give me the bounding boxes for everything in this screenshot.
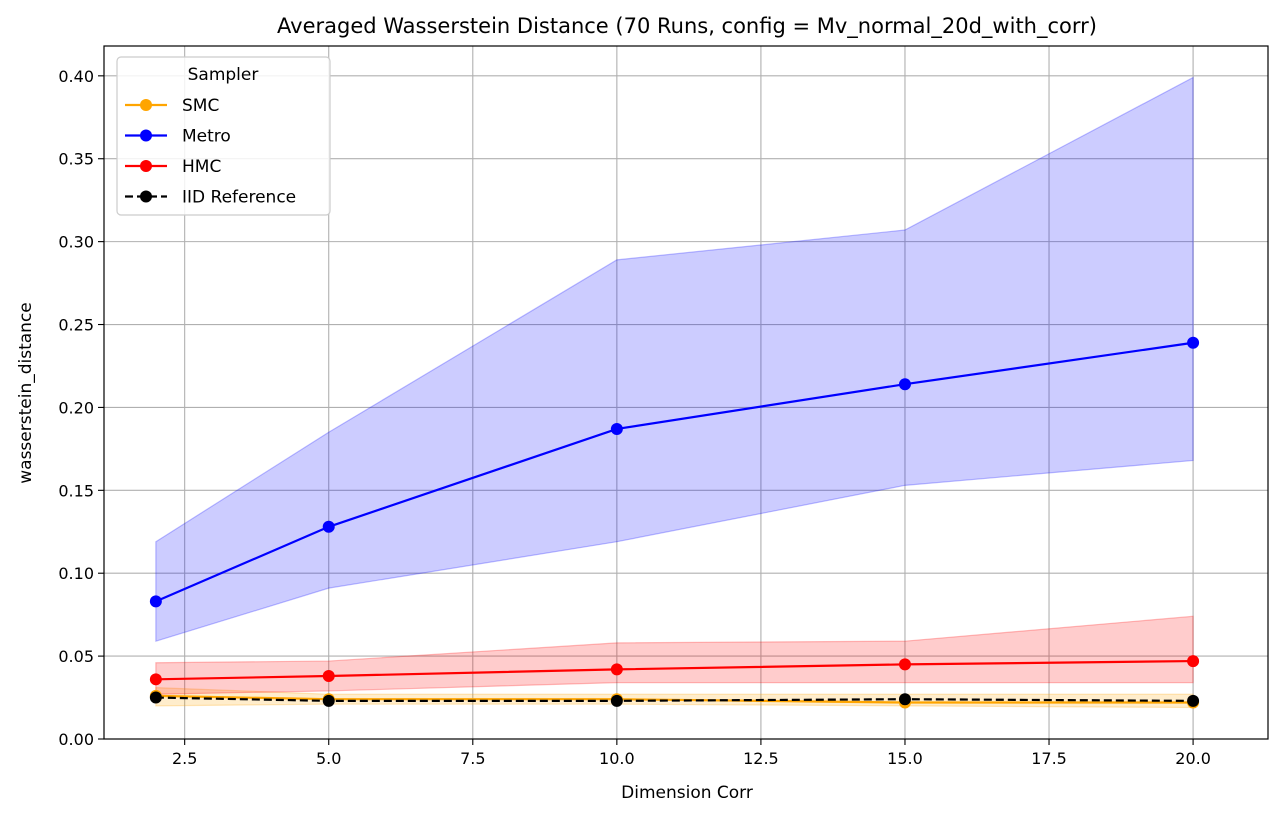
x-tick-label: 15.0 [887,749,923,768]
x-axis-ticks: 2.5 5.0 7.5 10.0 12.5 15.0 17.5 20.0 [172,739,1211,768]
metro-point [898,378,911,391]
x-tick-label: 12.5 [743,749,779,768]
y-tick-label: 0.30 [58,233,94,252]
x-tick-label: 2.5 [172,749,197,768]
y-tick-label: 0.05 [58,647,94,666]
y-tick-label: 0.40 [58,67,94,86]
hmc-legend-label: HMC [182,157,221,177]
y-tick-label: 0.10 [58,564,94,583]
hmc-point [322,670,335,682]
iid-reference-point [1187,694,1200,707]
x-tick-label: 10.0 [599,749,635,768]
iid-reference-point [610,694,623,707]
metro-legend-label: Metro [182,127,231,147]
y-axis-label: wasserstein_distance [16,302,36,484]
metro-point [322,520,335,533]
y-axis-ticks: 0.00 0.05 0.10 0.15 0.20 0.25 0.30 0.35 0.40 [58,67,104,749]
iid-reference-legend-label: IID Reference [182,188,296,208]
hmc-legend-marker [140,160,152,172]
legend-title: Sampler [188,65,259,85]
smc-legend-marker [140,99,152,111]
hmc-point [898,658,911,671]
hmc-point [149,673,162,686]
metro-point [1187,336,1200,349]
iid-reference-legend-marker [140,190,152,203]
metro-point [149,595,162,608]
chart-title: Averaged Wasserstein Distance (70 Runs, … [277,14,1097,39]
metro-band [155,76,1194,642]
hmc-point [610,663,623,676]
y-tick-label: 0.00 [58,730,94,749]
y-tick-label: 0.25 [58,316,94,335]
metro-point [610,422,623,435]
iid-reference-point [322,694,335,707]
y-tick-label: 0.35 [58,150,94,169]
plot-frame [103,45,1269,740]
x-tick-label: 20.0 [1175,749,1211,768]
hmc-point [1187,655,1200,668]
y-tick-label: 0.15 [58,481,94,500]
x-tick-label: 17.5 [1031,749,1067,768]
x-axis-label: Dimension Corr [621,783,753,803]
series-points [149,336,1200,709]
legend: Sampler SMC Metro HMC IID Reference [116,56,331,216]
y-tick-label: 0.20 [58,398,94,417]
x-tick-label: 5.0 [316,749,341,768]
x-tick-label: 7.5 [460,749,485,768]
iid-reference-point [149,691,162,704]
iid-reference-point [898,693,911,706]
legend-box [116,56,331,216]
smc-legend-label: SMC [182,96,219,116]
metro-legend-marker [140,129,152,142]
